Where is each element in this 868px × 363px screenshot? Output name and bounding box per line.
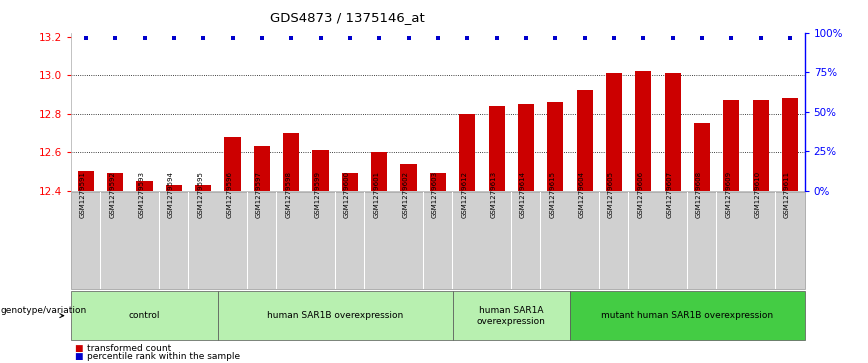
Text: human SAR1B overexpression: human SAR1B overexpression	[267, 311, 404, 320]
Text: GSM1279596: GSM1279596	[227, 171, 233, 218]
Bar	[195, 185, 211, 191]
Text: GSM1279599: GSM1279599	[314, 171, 320, 218]
Text: GSM1279612: GSM1279612	[461, 171, 467, 218]
Bar	[576, 90, 593, 191]
Bar	[782, 98, 798, 191]
Text: ■: ■	[74, 352, 82, 361]
Bar	[283, 133, 299, 191]
Text: GSM1279606: GSM1279606	[637, 171, 643, 218]
Text: GSM1279609: GSM1279609	[726, 171, 731, 218]
Bar	[372, 152, 387, 191]
Bar	[606, 73, 622, 191]
Text: GSM1279603: GSM1279603	[432, 171, 437, 218]
Bar	[166, 185, 182, 191]
Text: GSM1279592: GSM1279592	[109, 171, 115, 218]
Text: GSM1279613: GSM1279613	[490, 171, 496, 218]
Text: transformed count: transformed count	[87, 344, 171, 353]
Bar	[430, 173, 446, 191]
Text: GSM1279608: GSM1279608	[696, 171, 702, 218]
Bar	[312, 150, 329, 191]
Bar	[753, 100, 769, 191]
Text: GSM1279598: GSM1279598	[286, 171, 291, 218]
Bar	[78, 171, 94, 191]
Text: ■: ■	[74, 344, 82, 353]
Bar	[400, 164, 417, 191]
Text: GSM1279611: GSM1279611	[784, 171, 790, 218]
Bar	[459, 114, 476, 191]
Bar	[225, 136, 240, 191]
Text: control: control	[128, 311, 161, 320]
Bar	[253, 146, 270, 191]
Bar	[723, 100, 740, 191]
Bar	[665, 73, 681, 191]
Bar	[107, 173, 123, 191]
Text: GSM1279600: GSM1279600	[344, 171, 350, 218]
Text: genotype/variation: genotype/variation	[1, 306, 87, 315]
Text: GSM1279615: GSM1279615	[549, 171, 556, 218]
Bar	[635, 71, 651, 191]
Text: GSM1279610: GSM1279610	[754, 171, 760, 218]
Text: GSM1279614: GSM1279614	[520, 171, 526, 218]
Text: human SAR1A
overexpression: human SAR1A overexpression	[477, 306, 546, 326]
Bar	[342, 173, 358, 191]
Text: GSM1279605: GSM1279605	[608, 171, 614, 218]
Text: GSM1279594: GSM1279594	[168, 171, 174, 218]
Bar	[518, 104, 534, 191]
Bar	[694, 123, 710, 191]
Text: GSM1279593: GSM1279593	[139, 171, 144, 218]
Text: GSM1279591: GSM1279591	[80, 171, 86, 218]
Text: GSM1279607: GSM1279607	[667, 171, 673, 218]
Text: GDS4873 / 1375146_at: GDS4873 / 1375146_at	[270, 11, 424, 24]
Text: GSM1279595: GSM1279595	[197, 171, 203, 218]
Text: mutant human SAR1B overexpression: mutant human SAR1B overexpression	[602, 311, 773, 320]
Text: GSM1279604: GSM1279604	[579, 171, 584, 218]
Text: GSM1279597: GSM1279597	[256, 171, 262, 218]
Text: percentile rank within the sample: percentile rank within the sample	[87, 352, 240, 361]
Bar	[489, 106, 504, 191]
Text: GSM1279602: GSM1279602	[403, 171, 409, 218]
Bar	[547, 102, 563, 191]
Text: GSM1279601: GSM1279601	[373, 171, 379, 218]
Bar	[136, 181, 153, 191]
